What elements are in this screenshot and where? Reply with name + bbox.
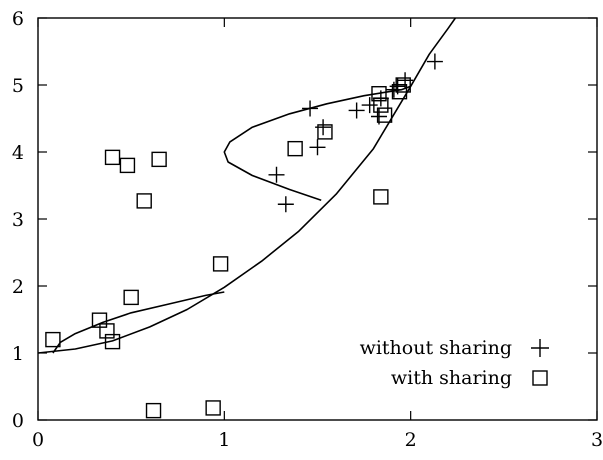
point-without-sharing <box>309 139 326 156</box>
x-tick-label: 1 <box>218 429 230 451</box>
point-with-sharing <box>371 86 387 102</box>
y-tick-label: 2 <box>12 276 24 298</box>
point-without-sharing <box>426 53 443 70</box>
y-tick-label: 3 <box>12 209 24 231</box>
point-with-sharing <box>136 193 152 209</box>
legend-marker-with-sharing <box>532 370 548 386</box>
boundary-curve <box>52 291 225 354</box>
legend-label-with-sharing: with sharing <box>391 367 512 389</box>
plot-area: 0 1 2 3 0 1 2 3 4 5 6 <box>12 8 603 451</box>
point-without-sharing <box>277 196 294 213</box>
point-with-sharing <box>212 256 229 272</box>
point-with-sharing <box>287 140 303 157</box>
y-tick-label: 4 <box>12 142 24 164</box>
point-without-sharing <box>268 166 285 183</box>
boundary-curve <box>223 85 411 201</box>
point-with-sharing <box>104 149 121 166</box>
point-with-sharing <box>123 289 139 306</box>
y-tick-label: 5 <box>12 75 24 97</box>
x-tick-label: 2 <box>405 429 417 451</box>
x-tick-label: 3 <box>591 429 603 451</box>
boundary-curve <box>37 17 457 354</box>
point-with-sharing <box>104 333 121 350</box>
y-tick-label: 0 <box>12 410 24 432</box>
point-with-sharing <box>151 151 167 168</box>
point-with-sharing <box>373 97 389 113</box>
point-with-sharing <box>376 107 393 123</box>
y-tick-label: 6 <box>12 8 24 30</box>
point-with-sharing <box>45 331 61 348</box>
plot-frame <box>37 17 598 421</box>
legend: without sharing with sharing <box>360 337 549 389</box>
point-with-sharing <box>145 402 162 419</box>
legend-marker-without-sharing <box>531 339 549 357</box>
y-tick-label: 1 <box>12 343 24 365</box>
legend-label-without-sharing: without sharing <box>360 337 512 359</box>
point-with-sharing <box>119 157 136 174</box>
point-without-sharing <box>348 102 365 119</box>
point-without-sharing <box>302 100 319 117</box>
point-with-sharing <box>205 400 221 416</box>
point-with-sharing <box>317 124 333 140</box>
point-without-sharing <box>361 97 378 114</box>
point-with-sharing <box>373 189 389 205</box>
x-tick-label: 0 <box>32 429 44 451</box>
point-with-sharing <box>395 77 411 93</box>
point-with-sharing <box>99 323 115 339</box>
